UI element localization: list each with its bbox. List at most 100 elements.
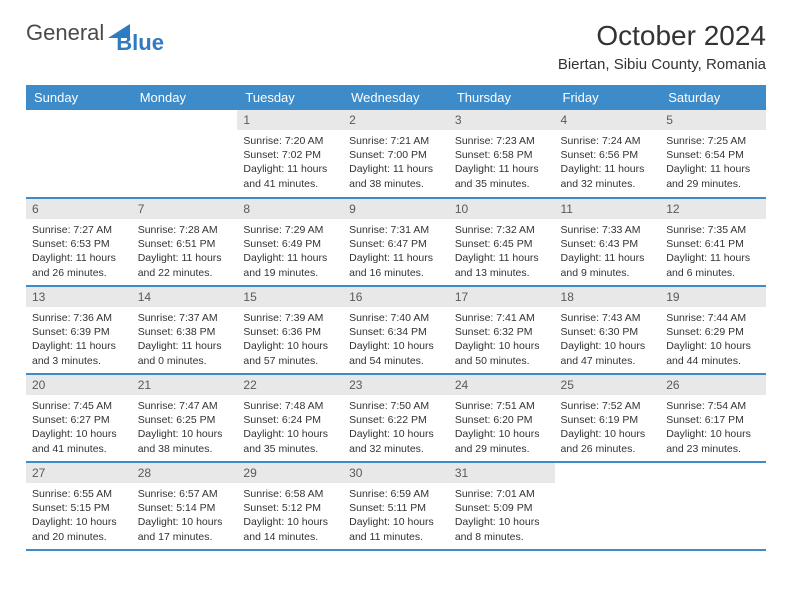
calendar-day-cell: 21Sunrise: 7:47 AMSunset: 6:25 PMDayligh… (132, 374, 238, 462)
day-info: Sunrise: 7:51 AMSunset: 6:20 PMDaylight:… (449, 395, 555, 460)
calendar-week-row: 27Sunrise: 6:55 AMSunset: 5:15 PMDayligh… (26, 462, 766, 550)
calendar-day-cell: 25Sunrise: 7:52 AMSunset: 6:19 PMDayligh… (555, 374, 661, 462)
day-info: Sunrise: 6:57 AMSunset: 5:14 PMDaylight:… (132, 483, 238, 548)
calendar-empty-cell (132, 110, 238, 198)
calendar-day-cell: 2Sunrise: 7:21 AMSunset: 7:00 PMDaylight… (343, 110, 449, 198)
day-info: Sunrise: 7:32 AMSunset: 6:45 PMDaylight:… (449, 219, 555, 284)
day-info: Sunrise: 7:48 AMSunset: 6:24 PMDaylight:… (237, 395, 343, 460)
day-info: Sunrise: 6:55 AMSunset: 5:15 PMDaylight:… (26, 483, 132, 548)
calendar-day-cell: 19Sunrise: 7:44 AMSunset: 6:29 PMDayligh… (660, 286, 766, 374)
day-info: Sunrise: 7:27 AMSunset: 6:53 PMDaylight:… (26, 219, 132, 284)
calendar-day-cell: 24Sunrise: 7:51 AMSunset: 6:20 PMDayligh… (449, 374, 555, 462)
day-info: Sunrise: 7:37 AMSunset: 6:38 PMDaylight:… (132, 307, 238, 372)
day-number: 1 (237, 110, 343, 130)
day-info: Sunrise: 7:50 AMSunset: 6:22 PMDaylight:… (343, 395, 449, 460)
calendar-day-cell: 18Sunrise: 7:43 AMSunset: 6:30 PMDayligh… (555, 286, 661, 374)
location-text: Biertan, Sibiu County, Romania (558, 56, 766, 73)
day-number: 25 (555, 375, 661, 395)
calendar-day-cell: 23Sunrise: 7:50 AMSunset: 6:22 PMDayligh… (343, 374, 449, 462)
day-info: Sunrise: 7:20 AMSunset: 7:02 PMDaylight:… (237, 130, 343, 195)
day-number: 7 (132, 199, 238, 219)
weekday-header-row: SundayMondayTuesdayWednesdayThursdayFrid… (26, 85, 766, 110)
calendar-day-cell: 17Sunrise: 7:41 AMSunset: 6:32 PMDayligh… (449, 286, 555, 374)
day-number: 23 (343, 375, 449, 395)
day-number: 9 (343, 199, 449, 219)
logo-blue-text: Blue (116, 30, 164, 56)
calendar-day-cell: 4Sunrise: 7:24 AMSunset: 6:56 PMDaylight… (555, 110, 661, 198)
calendar-day-cell: 1Sunrise: 7:20 AMSunset: 7:02 PMDaylight… (237, 110, 343, 198)
day-info: Sunrise: 7:35 AMSunset: 6:41 PMDaylight:… (660, 219, 766, 284)
day-number: 29 (237, 463, 343, 483)
day-number: 11 (555, 199, 661, 219)
day-info: Sunrise: 7:25 AMSunset: 6:54 PMDaylight:… (660, 130, 766, 195)
day-number: 13 (26, 287, 132, 307)
day-number: 8 (237, 199, 343, 219)
day-info: Sunrise: 7:43 AMSunset: 6:30 PMDaylight:… (555, 307, 661, 372)
weekday-header: Saturday (660, 85, 766, 110)
calendar-head: SundayMondayTuesdayWednesdayThursdayFrid… (26, 85, 766, 110)
day-info: Sunrise: 7:39 AMSunset: 6:36 PMDaylight:… (237, 307, 343, 372)
day-info: Sunrise: 7:54 AMSunset: 6:17 PMDaylight:… (660, 395, 766, 460)
calendar-day-cell: 26Sunrise: 7:54 AMSunset: 6:17 PMDayligh… (660, 374, 766, 462)
calendar-day-cell: 31Sunrise: 7:01 AMSunset: 5:09 PMDayligh… (449, 462, 555, 550)
calendar-day-cell: 15Sunrise: 7:39 AMSunset: 6:36 PMDayligh… (237, 286, 343, 374)
day-number: 28 (132, 463, 238, 483)
weekday-header: Monday (132, 85, 238, 110)
calendar-day-cell: 27Sunrise: 6:55 AMSunset: 5:15 PMDayligh… (26, 462, 132, 550)
calendar-day-cell: 6Sunrise: 7:27 AMSunset: 6:53 PMDaylight… (26, 198, 132, 286)
calendar-day-cell: 16Sunrise: 7:40 AMSunset: 6:34 PMDayligh… (343, 286, 449, 374)
day-number: 30 (343, 463, 449, 483)
calendar-day-cell: 28Sunrise: 6:57 AMSunset: 5:14 PMDayligh… (132, 462, 238, 550)
day-number: 18 (555, 287, 661, 307)
day-info: Sunrise: 7:44 AMSunset: 6:29 PMDaylight:… (660, 307, 766, 372)
day-number: 5 (660, 110, 766, 130)
day-info: Sunrise: 7:29 AMSunset: 6:49 PMDaylight:… (237, 219, 343, 284)
calendar-day-cell: 20Sunrise: 7:45 AMSunset: 6:27 PMDayligh… (26, 374, 132, 462)
weekday-header: Wednesday (343, 85, 449, 110)
day-info: Sunrise: 6:58 AMSunset: 5:12 PMDaylight:… (237, 483, 343, 548)
weekday-header: Thursday (449, 85, 555, 110)
calendar-empty-cell (555, 462, 661, 550)
header: General Blue October 2024 Biertan, Sibiu… (26, 20, 766, 73)
day-info: Sunrise: 7:47 AMSunset: 6:25 PMDaylight:… (132, 395, 238, 460)
day-info: Sunrise: 7:31 AMSunset: 6:47 PMDaylight:… (343, 219, 449, 284)
calendar-day-cell: 22Sunrise: 7:48 AMSunset: 6:24 PMDayligh… (237, 374, 343, 462)
day-number: 10 (449, 199, 555, 219)
calendar-day-cell: 5Sunrise: 7:25 AMSunset: 6:54 PMDaylight… (660, 110, 766, 198)
title-block: October 2024 Biertan, Sibiu County, Roma… (558, 20, 766, 73)
calendar-day-cell: 8Sunrise: 7:29 AMSunset: 6:49 PMDaylight… (237, 198, 343, 286)
day-info: Sunrise: 6:59 AMSunset: 5:11 PMDaylight:… (343, 483, 449, 548)
calendar-empty-cell (26, 110, 132, 198)
calendar-day-cell: 10Sunrise: 7:32 AMSunset: 6:45 PMDayligh… (449, 198, 555, 286)
day-info: Sunrise: 7:28 AMSunset: 6:51 PMDaylight:… (132, 219, 238, 284)
weekday-header: Friday (555, 85, 661, 110)
calendar-table: SundayMondayTuesdayWednesdayThursdayFrid… (26, 85, 766, 551)
day-info: Sunrise: 7:45 AMSunset: 6:27 PMDaylight:… (26, 395, 132, 460)
weekday-header: Sunday (26, 85, 132, 110)
day-number: 21 (132, 375, 238, 395)
day-info: Sunrise: 7:24 AMSunset: 6:56 PMDaylight:… (555, 130, 661, 195)
day-number: 20 (26, 375, 132, 395)
day-number: 17 (449, 287, 555, 307)
day-info: Sunrise: 7:01 AMSunset: 5:09 PMDaylight:… (449, 483, 555, 548)
day-number: 6 (26, 199, 132, 219)
day-info: Sunrise: 7:36 AMSunset: 6:39 PMDaylight:… (26, 307, 132, 372)
calendar-day-cell: 29Sunrise: 6:58 AMSunset: 5:12 PMDayligh… (237, 462, 343, 550)
calendar-day-cell: 11Sunrise: 7:33 AMSunset: 6:43 PMDayligh… (555, 198, 661, 286)
day-number: 24 (449, 375, 555, 395)
day-info: Sunrise: 7:40 AMSunset: 6:34 PMDaylight:… (343, 307, 449, 372)
calendar-body: 1Sunrise: 7:20 AMSunset: 7:02 PMDaylight… (26, 110, 766, 550)
calendar-day-cell: 12Sunrise: 7:35 AMSunset: 6:41 PMDayligh… (660, 198, 766, 286)
weekday-header: Tuesday (237, 85, 343, 110)
day-info: Sunrise: 7:41 AMSunset: 6:32 PMDaylight:… (449, 307, 555, 372)
day-info: Sunrise: 7:23 AMSunset: 6:58 PMDaylight:… (449, 130, 555, 195)
day-number: 16 (343, 287, 449, 307)
day-number: 14 (132, 287, 238, 307)
calendar-day-cell: 14Sunrise: 7:37 AMSunset: 6:38 PMDayligh… (132, 286, 238, 374)
day-number: 22 (237, 375, 343, 395)
day-number: 3 (449, 110, 555, 130)
day-number: 31 (449, 463, 555, 483)
calendar-empty-cell (660, 462, 766, 550)
calendar-day-cell: 13Sunrise: 7:36 AMSunset: 6:39 PMDayligh… (26, 286, 132, 374)
day-number: 26 (660, 375, 766, 395)
